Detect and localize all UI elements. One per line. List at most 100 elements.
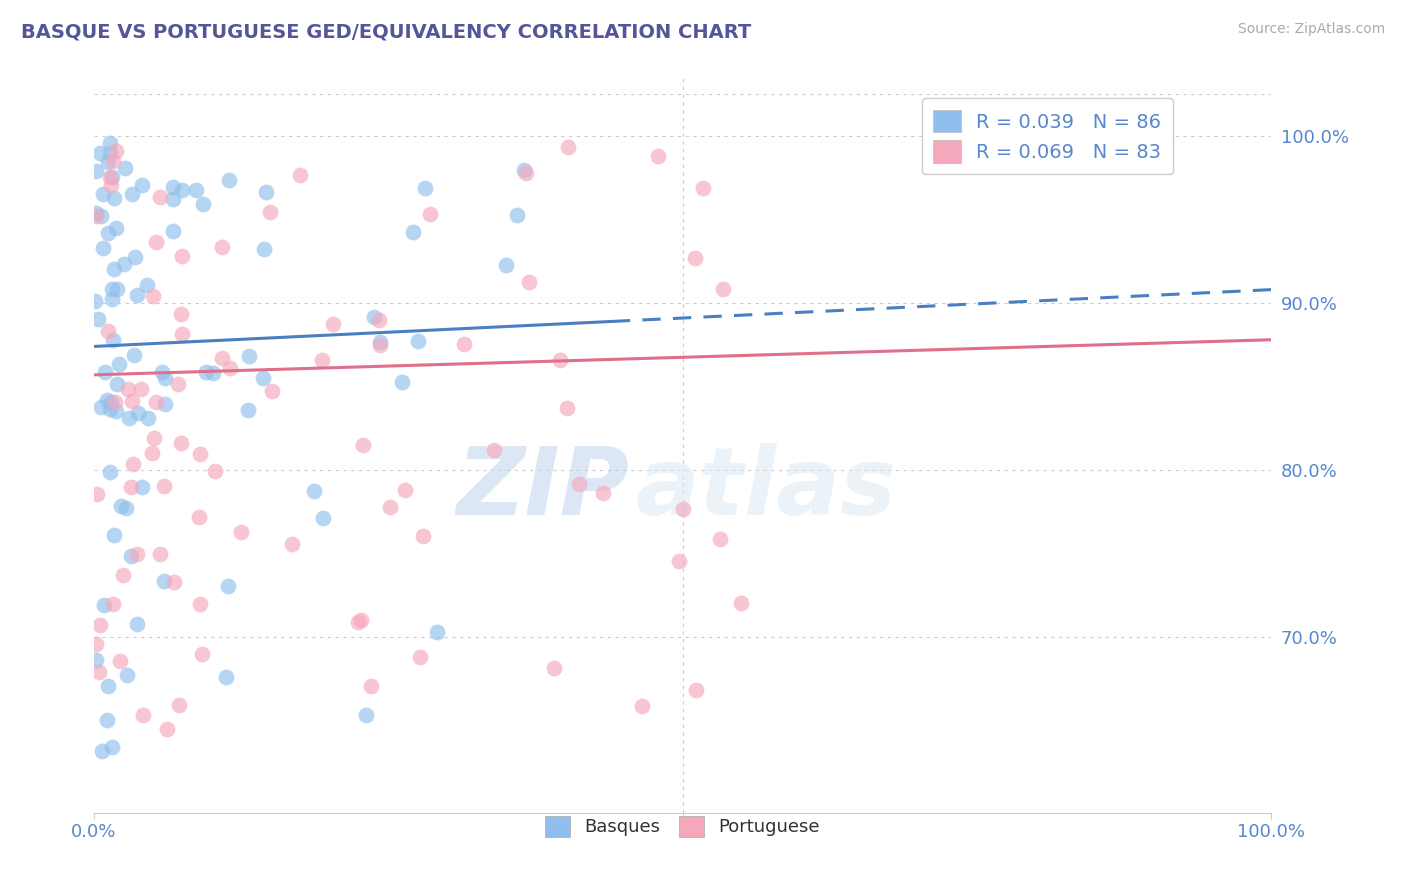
Point xyxy=(368,334,391,349)
Point xyxy=(127,407,149,421)
Point xyxy=(312,511,335,525)
Point xyxy=(84,653,107,667)
Point xyxy=(360,679,382,693)
Point xyxy=(172,184,194,198)
Point xyxy=(668,554,690,568)
Point xyxy=(350,613,373,627)
Point xyxy=(84,637,107,651)
Point xyxy=(555,401,578,415)
Point xyxy=(153,370,176,384)
Point xyxy=(97,324,120,338)
Point xyxy=(100,740,122,755)
Point xyxy=(548,353,571,368)
Point xyxy=(136,277,159,292)
Point xyxy=(252,371,274,385)
Point xyxy=(97,154,120,169)
Point xyxy=(156,722,179,736)
Point xyxy=(93,599,115,613)
Point xyxy=(354,708,377,723)
Point xyxy=(122,348,145,362)
Point xyxy=(101,333,124,347)
Point xyxy=(711,282,734,296)
Point xyxy=(120,480,142,494)
Point xyxy=(90,744,112,758)
Point xyxy=(96,393,118,408)
Point xyxy=(100,395,122,409)
Point xyxy=(592,485,614,500)
Point xyxy=(101,598,124,612)
Point xyxy=(104,221,127,235)
Point xyxy=(84,293,107,308)
Point xyxy=(103,191,125,205)
Point xyxy=(114,161,136,175)
Point xyxy=(211,351,233,365)
Point xyxy=(125,616,148,631)
Point xyxy=(98,466,121,480)
Point xyxy=(236,402,259,417)
Text: Source: ZipAtlas.com: Source: ZipAtlas.com xyxy=(1237,22,1385,37)
Point xyxy=(108,357,131,371)
Point xyxy=(190,647,212,661)
Point xyxy=(709,532,731,546)
Text: atlas: atlas xyxy=(636,443,897,535)
Point xyxy=(188,447,211,461)
Point xyxy=(730,596,752,610)
Point xyxy=(104,395,127,409)
Point xyxy=(89,145,111,160)
Point xyxy=(94,365,117,379)
Point xyxy=(84,164,107,178)
Point xyxy=(453,337,475,351)
Point xyxy=(149,547,172,561)
Point xyxy=(142,289,165,303)
Point xyxy=(195,365,218,379)
Point xyxy=(132,707,155,722)
Point xyxy=(100,282,122,296)
Point xyxy=(204,465,226,479)
Point xyxy=(124,250,146,264)
Point xyxy=(98,146,121,161)
Point xyxy=(172,326,194,341)
Point xyxy=(253,243,276,257)
Point xyxy=(103,154,125,169)
Point xyxy=(647,148,669,162)
Point xyxy=(352,438,374,452)
Point xyxy=(211,240,233,254)
Point xyxy=(101,169,124,184)
Point xyxy=(115,501,138,516)
Point xyxy=(238,349,260,363)
Point xyxy=(103,528,125,542)
Point xyxy=(121,457,143,471)
Point xyxy=(163,575,186,590)
Point xyxy=(162,179,184,194)
Point xyxy=(143,431,166,445)
Point xyxy=(121,186,143,201)
Point xyxy=(201,366,224,380)
Point xyxy=(105,376,128,391)
Point xyxy=(145,235,167,250)
Point xyxy=(188,598,211,612)
Point xyxy=(167,377,190,392)
Point xyxy=(506,208,529,222)
Point xyxy=(184,184,207,198)
Point xyxy=(108,654,131,668)
Point xyxy=(419,207,441,221)
Point xyxy=(104,145,127,159)
Point xyxy=(86,487,108,501)
Point xyxy=(153,397,176,411)
Point xyxy=(129,382,152,396)
Point xyxy=(512,163,534,178)
Point xyxy=(683,251,706,265)
Text: ZIP: ZIP xyxy=(457,443,630,535)
Point xyxy=(131,480,153,494)
Point xyxy=(346,615,368,629)
Point xyxy=(425,625,447,640)
Point xyxy=(141,445,163,459)
Point xyxy=(517,275,540,289)
Text: BASQUE VS PORTUGUESE GED/EQUIVALENCY CORRELATION CHART: BASQUE VS PORTUGUESE GED/EQUIVALENCY COR… xyxy=(21,22,751,41)
Point xyxy=(110,500,132,514)
Point xyxy=(118,410,141,425)
Point xyxy=(169,307,191,321)
Point xyxy=(84,206,107,220)
Point xyxy=(218,172,240,186)
Point xyxy=(86,210,108,224)
